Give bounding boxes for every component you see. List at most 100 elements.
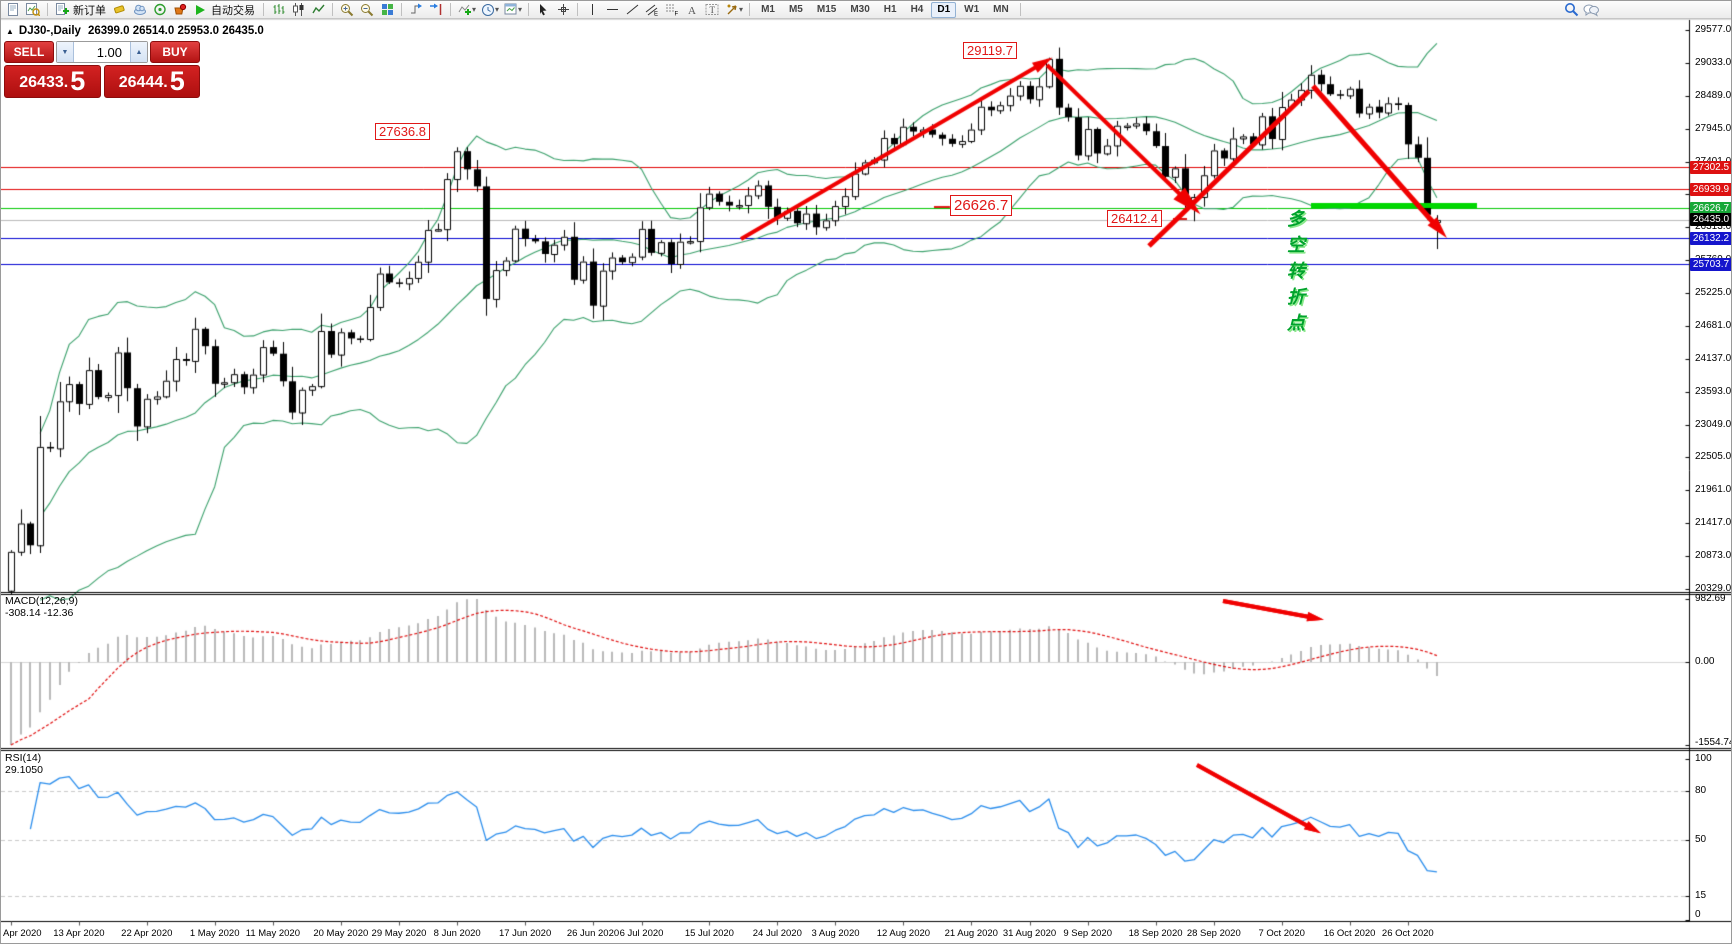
price-axis-tick-label: 24137.0: [1695, 352, 1732, 364]
sell-price-dot: .: [63, 74, 69, 91]
auto-trading-play-icon[interactable]: [190, 2, 210, 18]
sell-price-frac: 5: [70, 66, 86, 96]
price-annotation-box[interactable]: 27636.8: [375, 123, 430, 140]
vertical-line-icon[interactable]: [582, 2, 602, 18]
price-axis-tick-label: 23049.0: [1695, 418, 1732, 430]
price-annotation-box[interactable]: 26626.7: [950, 195, 1013, 216]
symbol-period-label: DJ30-,Daily: [18, 25, 81, 37]
horizontal-line-icon[interactable]: [602, 2, 622, 18]
timeframe-h1-button[interactable]: H1: [883, 3, 897, 15]
auto-trading-label[interactable]: 自动交易: [211, 4, 255, 17]
timeframe-mn-button[interactable]: MN: [993, 3, 1009, 15]
timeframe-m5-button[interactable]: M5: [788, 3, 803, 15]
candlestick-chart-icon[interactable]: [288, 2, 308, 18]
price-axis-tick-label: 20873.0: [1695, 550, 1732, 562]
svg-text:T: T: [710, 5, 716, 15]
timeframe-w1-button[interactable]: W1: [964, 3, 980, 15]
timeframe-m1-button[interactable]: M1: [761, 3, 775, 15]
date-axis-label: 28 Sep 2020: [1186, 928, 1241, 939]
timeframe-m30-button[interactable]: M30: [850, 3, 870, 15]
eraser-icon[interactable]: [110, 2, 130, 18]
news-icon[interactable]: [130, 2, 150, 18]
price-annotation-box[interactable]: 26412.4: [1107, 210, 1162, 227]
chinese-note-annotation[interactable]: 多空转折点: [1287, 209, 1308, 333]
periods-dropdown-icon[interactable]: ▾: [495, 5, 500, 14]
indicators-dropdown-icon[interactable]: ▾: [472, 5, 477, 14]
templates-icon[interactable]: [501, 2, 521, 18]
price-level-badge: 25703.7: [1690, 257, 1731, 271]
search-icon[interactable]: [1561, 2, 1581, 18]
buy-price-main: 26444: [118, 74, 164, 91]
date-axis-label: 31 Aug 2020: [1002, 928, 1057, 939]
text-label-icon[interactable]: T: [702, 2, 722, 18]
date-axis-label: 11 May 2020: [245, 928, 300, 939]
rsi-scale-label: 15: [1695, 889, 1707, 901]
date-axis-label: 13 Apr 2020: [53, 928, 105, 939]
cursor-icon[interactable]: [533, 2, 553, 18]
line-chart-icon[interactable]: [308, 2, 328, 18]
templates-dropdown-icon[interactable]: ▾: [518, 5, 523, 14]
chart-shift-icon[interactable]: [426, 2, 446, 18]
buy-price-dot: .: [163, 74, 168, 91]
market-watch-icon[interactable]: [170, 2, 190, 18]
toolbar-separator: [263, 3, 264, 16]
collapse-triangle-icon[interactable]: ▲: [6, 27, 14, 36]
new-order-icon[interactable]: [52, 2, 72, 18]
buy-price-button[interactable]: 26444. 5: [103, 65, 200, 98]
zoom-in-icon[interactable]: [337, 2, 357, 18]
new-order-label[interactable]: 新订单: [73, 4, 106, 17]
sell-price-button[interactable]: 26433. 5: [4, 65, 101, 98]
auto-scroll-icon[interactable]: [406, 2, 426, 18]
timeframe-m15-button[interactable]: M15: [816, 3, 837, 15]
buy-price-frac: 5: [169, 66, 185, 96]
volume-field[interactable]: ▼ 1.00 ▲: [56, 41, 148, 63]
sell-price-main: 26433: [19, 74, 64, 91]
price-axis-tick-label: 29033.0: [1695, 56, 1732, 68]
date-axis-label: 26 Jun 2020: [566, 928, 620, 939]
price-annotation-box[interactable]: 29119.7: [963, 42, 1018, 59]
macd-scale-label: 982.69: [1695, 593, 1726, 604]
timeframe-h4-button[interactable]: H4: [910, 3, 924, 15]
ohlc-values: 26399.0 26514.0 25953.0 26435.0: [87, 25, 264, 37]
toolbar-separator: [450, 3, 451, 16]
price-axis-tick-label: 22505.0: [1695, 451, 1732, 463]
price-axis-tick-label: 28489.0: [1695, 89, 1732, 101]
sell-button[interactable]: SELL: [4, 41, 54, 63]
periods-icon[interactable]: [478, 2, 498, 18]
profile-icon[interactable]: [23, 2, 43, 18]
indicators-icon[interactable]: [455, 2, 475, 18]
one-click-trading-panel: SELL ▼ 1.00 ▲ BUY 26433. 5 26444. 5: [4, 41, 200, 98]
rsi-indicator-label: RSI(14) 29.1050: [5, 752, 43, 776]
trendline-icon[interactable]: [622, 2, 642, 18]
macd-scale-label: -1554.74: [1695, 737, 1732, 748]
volume-value[interactable]: 1.00: [96, 44, 122, 60]
bar-chart-icon[interactable]: [268, 2, 288, 18]
rsi-scale-label: 80: [1695, 785, 1707, 797]
zoom-out-icon[interactable]: [357, 2, 377, 18]
arrows-dropdown-icon[interactable]: ▾: [739, 5, 744, 14]
new-chart-icon[interactable]: [3, 2, 23, 18]
fibonacci-icon[interactable]: F: [662, 2, 682, 18]
date-axis-label: 9 Sep 2020: [1063, 928, 1112, 939]
volume-decrease-button[interactable]: ▼: [57, 42, 74, 62]
signal-icon[interactable]: [150, 2, 170, 18]
buy-button[interactable]: BUY: [150, 41, 200, 63]
arrows-icon[interactable]: [722, 2, 742, 18]
price-level-badge: 26435.0: [1690, 213, 1731, 227]
chat-icon[interactable]: [1581, 2, 1601, 18]
timeframe-toolbar: M1 M5 M15 M30 H1 H4 D1 W1 MN: [754, 1, 1016, 18]
toolbar-separator: [1019, 3, 1021, 16]
timeframe-d1-button[interactable]: D1: [931, 1, 957, 18]
volume-increase-button[interactable]: ▲: [130, 42, 147, 62]
price-level-badge: 27302.5: [1690, 160, 1731, 174]
toolbar-separator: [401, 3, 402, 16]
date-axis-label: 22 Apr 2020: [121, 928, 173, 939]
toolbar-separator: [749, 3, 751, 16]
tile-windows-icon[interactable]: [377, 2, 397, 18]
equidistant-channel-icon[interactable]: E: [642, 2, 662, 18]
crosshair-icon[interactable]: [553, 2, 573, 18]
text-icon[interactable]: A: [682, 2, 702, 18]
date-axis-label: 16 Oct 2020: [1323, 928, 1376, 939]
